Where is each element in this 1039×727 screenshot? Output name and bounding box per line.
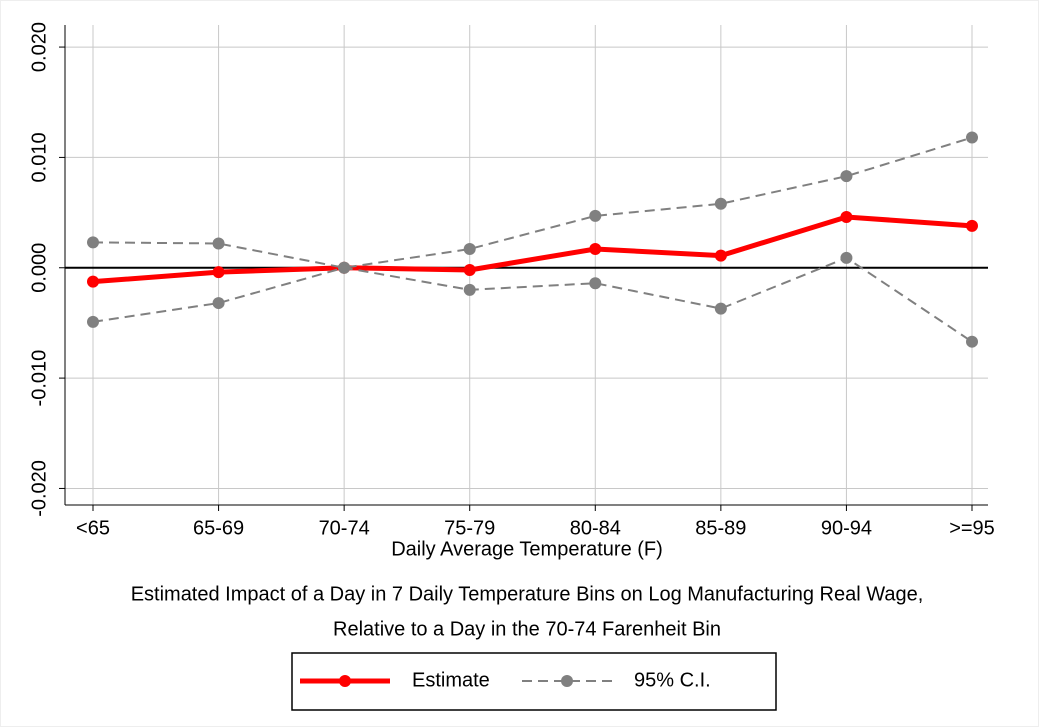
series-line: [92, 214, 973, 285]
x-tick-label: 70-74: [319, 517, 370, 539]
point: [589, 277, 602, 290]
point: [212, 266, 225, 279]
series-line: [92, 256, 973, 343]
x-tick-label: 85-89: [695, 517, 746, 539]
point: [463, 263, 476, 276]
y-tick-label: 0.010: [28, 132, 50, 182]
note: Relative to a Day in the 70-74 Farenheit…: [333, 618, 721, 640]
x-tick-label: <65: [76, 517, 110, 539]
point: [87, 275, 99, 288]
point: [87, 236, 99, 249]
legend-label: Estimate: [412, 669, 490, 691]
point: [87, 315, 99, 328]
y-tick-label: 0.000: [28, 243, 50, 293]
y-tick-label: -0.010: [28, 350, 50, 407]
point: [212, 297, 225, 310]
point: [714, 249, 727, 262]
point: [589, 243, 602, 255]
point: [463, 243, 476, 255]
x-tick-label: 75-79: [444, 517, 495, 539]
point: [589, 209, 602, 222]
x-tick-label: >=95: [949, 517, 995, 539]
x-tick-label: 90-94: [821, 517, 872, 539]
y-tick-label: -0.020: [28, 460, 50, 517]
note: Estimated Impact of a Day in 7 Daily Tem…: [131, 583, 924, 605]
point: [714, 302, 727, 315]
legend-marker: [561, 675, 573, 687]
point: [966, 219, 978, 232]
point: [840, 251, 853, 264]
series-line: [92, 136, 973, 269]
x-tick-label: 65-69: [193, 517, 244, 539]
point: [966, 335, 978, 348]
x-tick-label: 80-84: [570, 517, 621, 539]
point: [840, 170, 853, 183]
point: [714, 197, 727, 210]
legend-marker: [339, 675, 351, 687]
point: [212, 237, 225, 250]
point: [338, 261, 351, 274]
point: [463, 283, 476, 296]
y-tick-label: 0.020: [28, 22, 50, 72]
point: [840, 211, 853, 223]
legend-label: 95% C.I.: [634, 669, 711, 691]
point: [966, 131, 978, 144]
x-axis-label: Daily Average Temperature (F): [391, 538, 663, 560]
